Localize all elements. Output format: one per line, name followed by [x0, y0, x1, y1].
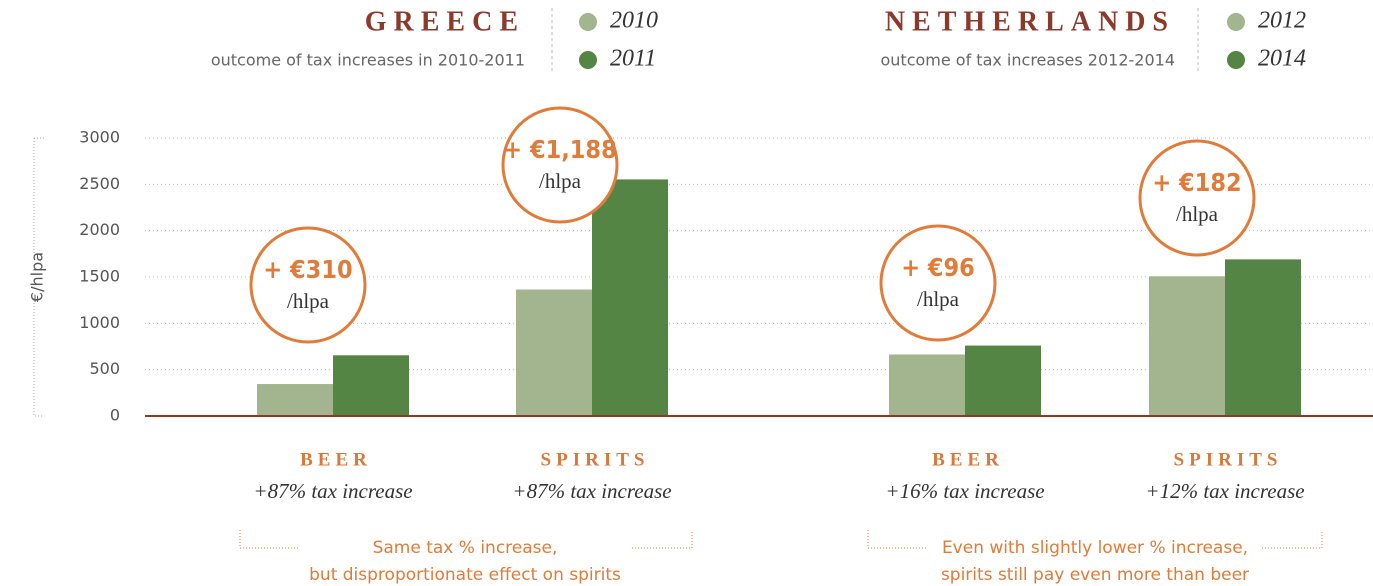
callout-value: + €182 — [1152, 168, 1241, 197]
bar — [592, 179, 668, 416]
callout-unit: /hlpa — [1176, 202, 1219, 226]
y-tick-label: 1000 — [79, 313, 120, 332]
y-tick-label: 2500 — [79, 174, 120, 193]
y-tick-label: 2000 — [79, 220, 120, 239]
category-label: BEER — [300, 449, 372, 470]
y-tick-label: 500 — [89, 359, 120, 378]
callout-unit: /hlpa — [287, 289, 330, 313]
panel-title: GREECE — [365, 6, 525, 37]
y-tick-label: 3000 — [79, 128, 120, 147]
callout-circle — [1138, 139, 1256, 257]
note: spirits still pay even more than beer — [941, 565, 1249, 585]
legend-label: 2010 — [610, 8, 658, 34]
legend-swatch — [1227, 13, 1245, 31]
y-tick-label: 1500 — [79, 267, 120, 286]
axis-bracket — [33, 137, 44, 417]
note-bracket — [867, 530, 1323, 549]
note-bracket — [239, 530, 693, 549]
y-axis-label: €/hlpa — [28, 252, 47, 302]
bar — [1225, 259, 1301, 416]
legend-label: 2011 — [610, 46, 656, 72]
category-note: +16% tax increase — [885, 479, 1044, 503]
panel-title: NETHERLANDS — [885, 6, 1175, 37]
callout-circle — [501, 106, 619, 224]
bar — [257, 384, 333, 416]
bar — [516, 289, 592, 416]
panel-subtitle: outcome of tax increases in 2010-2011 — [211, 51, 525, 70]
bar — [889, 354, 965, 416]
panel-subtitle: outcome of tax increases 2012-2014 — [880, 51, 1175, 70]
category-label: SPIRITS — [541, 449, 650, 470]
callout-circle — [249, 226, 367, 344]
bar — [1149, 276, 1225, 416]
y-tick-label: 0 — [110, 406, 120, 425]
callout-value: + €96 — [901, 253, 975, 282]
note: Same tax % increase, — [373, 538, 558, 558]
callout-unit: /hlpa — [917, 287, 960, 311]
callout-value: + €1,188 — [503, 135, 616, 164]
legend-label: 2012 — [1258, 8, 1306, 34]
callout-unit: /hlpa — [539, 169, 582, 193]
bar — [965, 345, 1041, 416]
note: Even with slightly lower % increase, — [942, 538, 1248, 558]
legend-swatch — [1227, 51, 1245, 69]
bar — [333, 355, 409, 416]
category-label: SPIRITS — [1174, 449, 1283, 470]
legend-swatch — [579, 13, 597, 31]
category-note: +87% tax increase — [512, 479, 671, 503]
category-label: BEER — [932, 449, 1004, 470]
callout-circle — [879, 224, 997, 342]
category-note: +12% tax increase — [1145, 479, 1304, 503]
note: but disproportionate effect on spirits — [309, 565, 621, 585]
legend-swatch — [579, 51, 597, 69]
category-note: +87% tax increase — [253, 479, 412, 503]
legend-label: 2014 — [1258, 46, 1306, 72]
callout-value: + €310 — [263, 255, 352, 284]
